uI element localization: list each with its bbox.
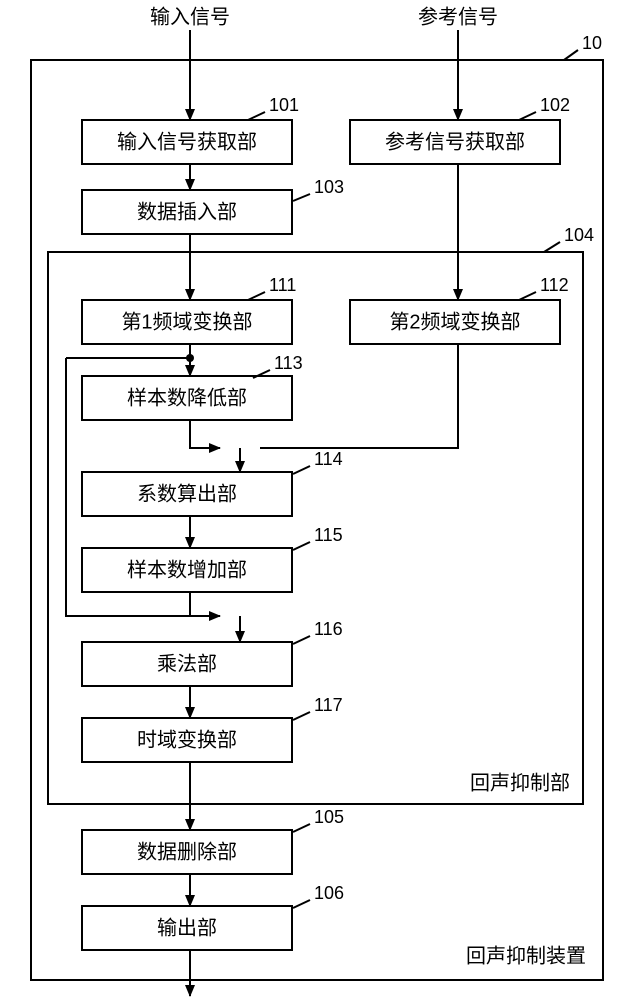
leader-114 [293,466,310,474]
junction-dot [186,354,194,362]
ref-117: 117 [314,695,343,715]
ref-115: 115 [314,525,343,545]
block-label-113: 样本数降低部 [127,386,247,409]
flow-path [190,420,220,448]
leader-102 [519,112,536,120]
leader-106 [293,900,310,908]
inner-caption: 回声抑制部 [470,771,570,794]
leader-115 [293,542,310,550]
block-label-116: 乘法部 [157,652,217,675]
leader-103 [293,194,310,201]
ref-outer: 10 [582,33,602,53]
block-label-115: 样本数增加部 [127,558,247,581]
block-label-117: 时域变换部 [137,728,237,751]
block-label-114: 系数算出部 [137,482,237,505]
leader-105 [293,824,310,832]
ref-105: 105 [314,807,344,827]
ref-112: 112 [540,275,569,295]
block-label-103: 数据插入部 [137,200,237,223]
input-label-left: 输入信号 [150,5,230,28]
leader-117 [293,712,310,720]
block-label-112: 第2频域变换部 [389,310,520,333]
ref-106: 106 [314,883,344,903]
leader-116 [293,636,310,644]
leader-111 [248,292,265,300]
leader-outer [564,50,578,60]
ref-114: 114 [314,449,343,469]
ref-inner: 104 [564,225,594,245]
block-label-101: 输入信号获取部 [117,130,257,153]
block-label-111: 第1频域变换部 [121,310,252,333]
block-label-106: 输出部 [157,916,217,939]
ref-111: 111 [269,275,296,295]
flow-path [190,592,220,616]
leader-101 [248,112,265,120]
ref-101: 101 [269,95,299,115]
ref-103: 103 [314,177,344,197]
leader-112 [519,292,536,300]
ref-102: 102 [540,95,570,115]
ref-116: 116 [314,619,343,639]
input-label-right: 参考信号 [418,5,498,28]
block-label-105: 数据删除部 [137,840,237,863]
block-label-102: 参考信号获取部 [385,130,525,153]
ref-113: 113 [274,353,303,373]
leader-inner [544,242,560,252]
flowchart-diagram: 输入信号获取部 101 参考信号获取部 102 数据插入部 103 第1频域变换部 111 第2… [0,0,633,1000]
outer-caption: 回声抑制装置 [466,944,586,967]
